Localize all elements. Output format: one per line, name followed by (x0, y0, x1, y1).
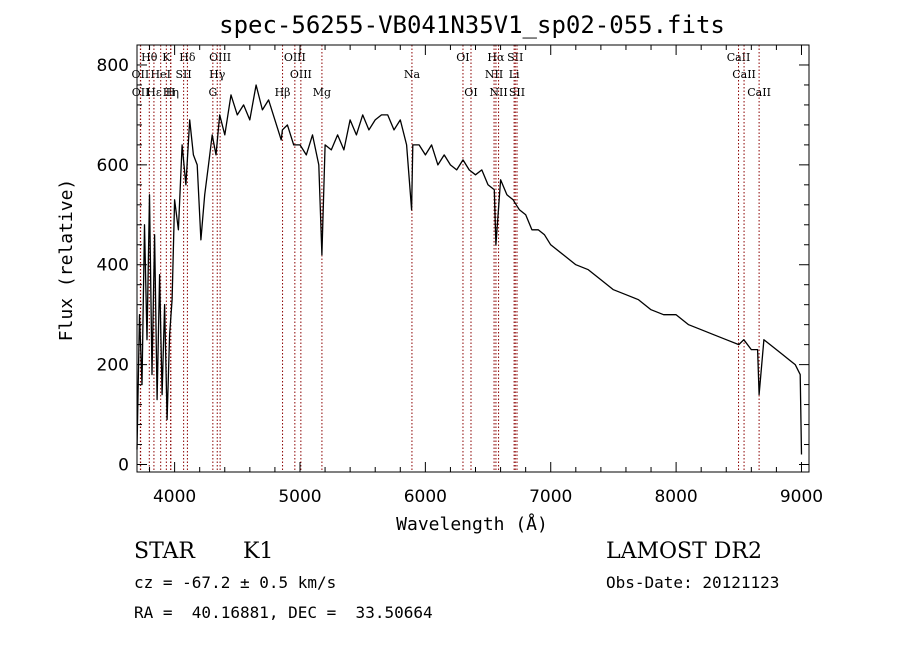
line-label: OII (132, 86, 150, 99)
x-tick-label: 6000 (404, 487, 447, 507)
axis-ticks: 4000 5000 6000 7000 8000 9000 0 200 400 600 800 (97, 44, 823, 507)
sky-coordinates: RA = 40.16881, DEC = 33.50664 (134, 603, 433, 622)
x-tick-label: 5000 (278, 487, 321, 507)
redshift-readout: cz = -67.2 ± 0.5 km/s (134, 573, 337, 592)
line-label: CaII (747, 86, 771, 99)
x-tick-label: 8000 (654, 487, 697, 507)
y-tick-label: 400 (97, 256, 129, 276)
line-label: SII (509, 86, 525, 99)
line-label: Li (509, 68, 520, 81)
line-label: Hδ (179, 51, 196, 64)
survey-name: LAMOST DR2 (606, 539, 762, 564)
line-label: CaII (727, 51, 751, 64)
observation-date: Obs-Date: 20121123 (606, 573, 780, 592)
line-label: OIII (284, 51, 306, 64)
line-label: OI (456, 51, 469, 64)
object-subclass: K1 (243, 539, 274, 564)
line-label: G (208, 86, 217, 99)
line-label: SII (176, 68, 192, 81)
spectrum-series (136, 84, 803, 455)
x-axis-label: Wavelength (Å) (396, 513, 548, 535)
line-label: SII (507, 51, 523, 64)
chart-title: spec-56255-VB041N35V1_sp02-055.fits (219, 11, 725, 39)
line-label: H (166, 86, 176, 99)
spectrum-line (136, 84, 803, 455)
line-label: Hβ (275, 86, 291, 99)
line-label: OIII (209, 51, 231, 64)
line-label: Hη (163, 86, 179, 99)
line-label: Hα (487, 51, 505, 64)
line-label: OIII (290, 68, 312, 81)
line-label: CaII (732, 68, 756, 81)
line-label: Hθ (141, 51, 158, 64)
object-class: STAR (134, 539, 195, 564)
x-tick-label: 7000 (529, 487, 572, 507)
line-label: OI (464, 86, 477, 99)
y-axis-label: Flux (relative) (56, 179, 77, 342)
line-label: NII (489, 86, 507, 99)
x-tick-label: 4000 (153, 487, 196, 507)
line-label: Mg (313, 86, 331, 99)
line-label: Hε (146, 86, 162, 99)
line-label: K (162, 51, 171, 64)
line-label: HeI (150, 68, 170, 81)
line-label: Na (404, 68, 421, 81)
y-tick-label: 0 (118, 456, 129, 476)
y-tick-label: 600 (97, 156, 129, 176)
line-label: Hγ (209, 68, 226, 81)
y-tick-label: 800 (97, 56, 129, 76)
plot-frame (136, 44, 810, 473)
y-tick-label: 200 (97, 356, 129, 376)
x-tick-label: 9000 (780, 487, 823, 507)
line-label: NII (485, 68, 503, 81)
